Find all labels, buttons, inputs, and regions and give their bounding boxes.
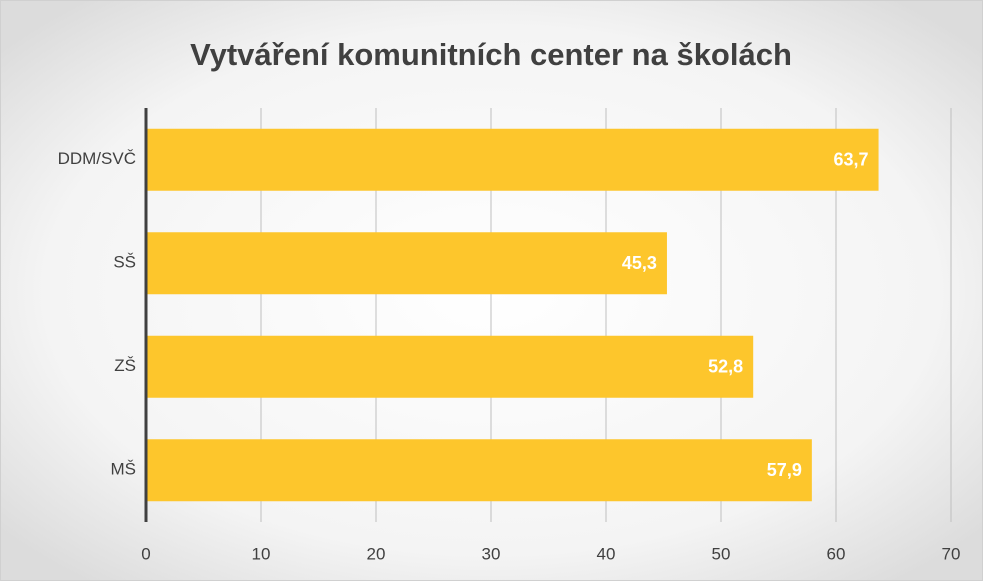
value-label: 63,7 (834, 150, 869, 170)
chart-title: Vytváření komunitních center na školách (190, 37, 792, 72)
bar (146, 128, 879, 191)
x-tick-label: 0 (141, 544, 150, 563)
value-label: 57,9 (767, 460, 802, 480)
bar (146, 232, 667, 295)
x-tick-label: 30 (482, 544, 501, 563)
x-tick-label: 70 (942, 544, 961, 563)
x-tick-label: 20 (367, 544, 386, 563)
bar (146, 335, 754, 398)
y-tick-label: SŠ (113, 253, 136, 272)
y-tick-label: DDM/SVČ (58, 149, 136, 168)
bar (146, 439, 812, 502)
value-label: 45,3 (622, 253, 657, 273)
y-tick-label: ZŠ (114, 356, 136, 375)
x-tick-label: 40 (597, 544, 616, 563)
x-tick-label: 60 (827, 544, 846, 563)
x-tick-label: 10 (252, 544, 271, 563)
value-label: 52,8 (708, 357, 743, 377)
x-tick-label: 50 (712, 544, 731, 563)
y-tick-label: MŠ (111, 460, 137, 479)
